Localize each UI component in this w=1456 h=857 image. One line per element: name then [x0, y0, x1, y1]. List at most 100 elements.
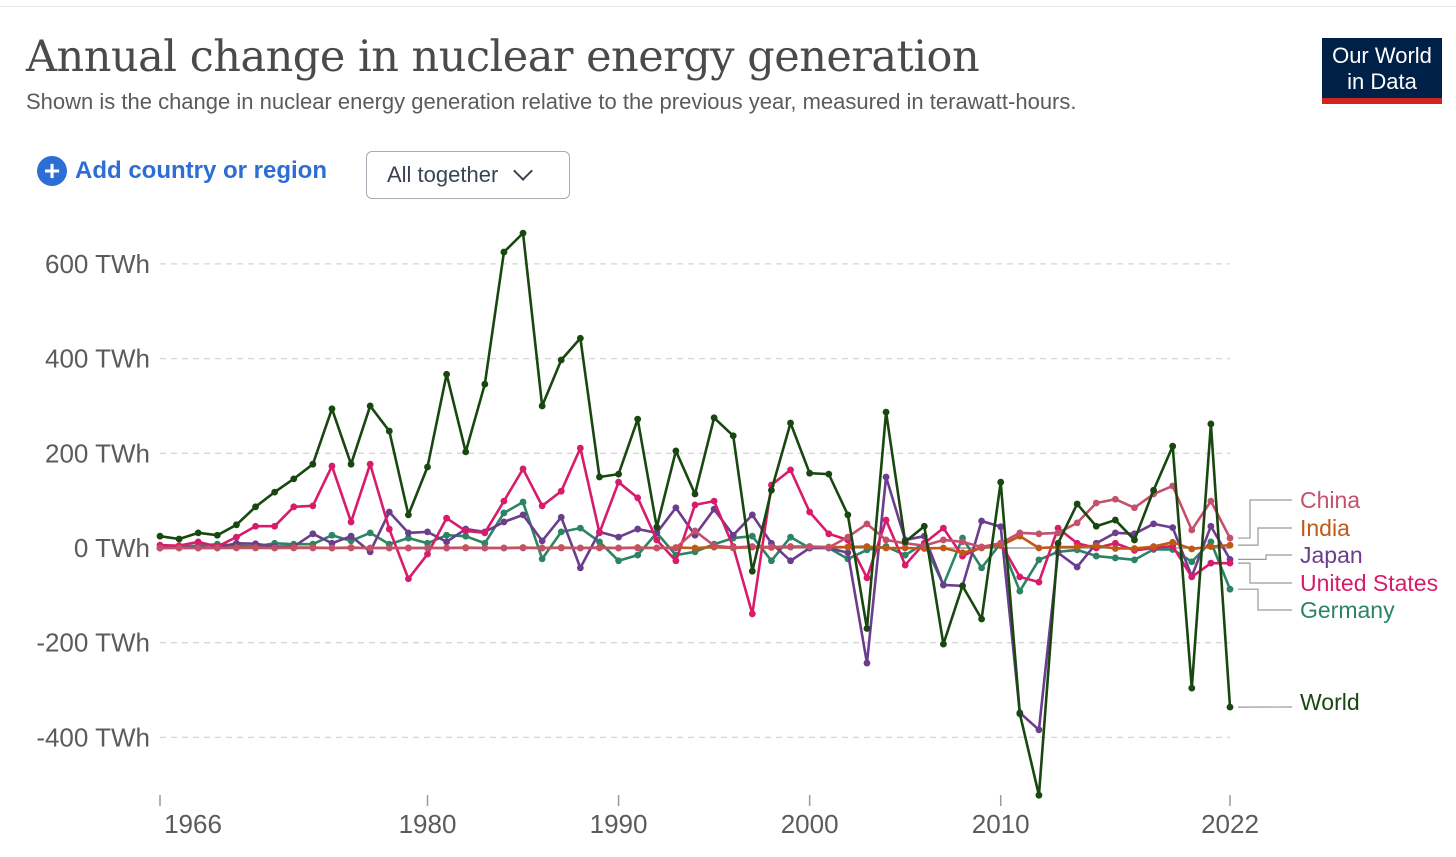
data-point: [156, 544, 164, 552]
data-point: [500, 544, 508, 552]
data-point: [901, 544, 909, 552]
data-point: [481, 529, 489, 537]
data-point: [748, 567, 756, 575]
data-point: [1207, 559, 1215, 567]
y-tick-label: 600 TWh: [45, 249, 150, 279]
data-point: [863, 625, 871, 632]
data-point: [596, 473, 603, 481]
series-united-states: [156, 444, 1234, 618]
data-point: [806, 543, 814, 550]
data-point: [443, 538, 451, 546]
data-point: [252, 503, 259, 511]
x-tick-label: 1980: [399, 809, 457, 839]
dropdown-value: All together: [387, 162, 499, 187]
data-point: [1188, 684, 1196, 692]
data-point: [328, 539, 336, 547]
data-point: [366, 529, 374, 537]
logo-line-1: Our World: [1332, 43, 1432, 68]
data-point: [787, 543, 794, 550]
data-point: [424, 550, 431, 558]
data-point: [672, 504, 680, 512]
data-point: [1073, 563, 1081, 571]
data-point: [1150, 543, 1157, 550]
data-point: [1016, 529, 1024, 537]
data-point: [462, 532, 470, 540]
data-point: [615, 478, 622, 486]
x-tick-label: 2010: [972, 809, 1030, 839]
data-point: [634, 494, 642, 502]
data-point: [997, 539, 1005, 547]
data-point: [1035, 530, 1043, 538]
data-point: [653, 523, 661, 531]
data-point: [481, 544, 489, 552]
data-point: [576, 524, 584, 532]
data-point: [1131, 556, 1138, 564]
data-point: [863, 574, 871, 582]
data-point: [1131, 545, 1138, 552]
data-point: [882, 544, 890, 552]
data-point: [1226, 585, 1234, 593]
data-point: [233, 521, 240, 529]
data-point: [672, 544, 680, 552]
add-country-label: Add country or region: [75, 157, 327, 184]
data-point: [462, 527, 470, 535]
data-point: [959, 582, 966, 590]
data-point: [538, 537, 546, 545]
add-country-button[interactable]: + Add country or region: [37, 156, 327, 186]
data-point: [1131, 504, 1138, 512]
data-point: [1111, 529, 1119, 537]
data-point: [672, 447, 680, 455]
data-point: [1226, 703, 1234, 711]
data-point: [233, 533, 240, 541]
data-point: [939, 581, 947, 589]
data-point: [748, 543, 756, 550]
data-point: [194, 544, 202, 552]
data-point: [844, 511, 852, 519]
data-point: [1054, 529, 1062, 537]
data-point: [557, 513, 565, 521]
data-point: [213, 544, 221, 552]
data-point: [844, 549, 852, 557]
data-point: [748, 610, 756, 618]
data-point: [309, 502, 317, 510]
data-point: [424, 463, 431, 471]
data-point: [347, 544, 355, 552]
data-point: [806, 469, 814, 477]
facet-dropdown[interactable]: All together: [366, 151, 570, 199]
legend-connector: [1238, 527, 1292, 546]
x-tick-label: 2000: [781, 809, 839, 839]
data-point: [634, 415, 642, 423]
data-point: [385, 508, 393, 516]
data-point: [729, 531, 737, 539]
data-point: [615, 470, 622, 478]
legend-label: China: [1300, 487, 1360, 513]
data-point: [1054, 524, 1062, 532]
data-point: [290, 503, 298, 511]
data-point: [1111, 545, 1119, 552]
data-point: [1169, 538, 1177, 546]
data-point: [1016, 710, 1024, 718]
data-point: [156, 532, 164, 540]
data-point: [194, 538, 202, 546]
data-point: [328, 544, 336, 552]
data-point: [1188, 573, 1196, 581]
data-point: [653, 544, 661, 552]
data-point: [1226, 541, 1234, 549]
data-point: [997, 478, 1005, 486]
y-tick-label: 0 TWh: [74, 533, 150, 563]
data-point: [500, 248, 508, 256]
data-point: [863, 659, 871, 667]
data-point: [1207, 543, 1215, 550]
data-point: [1035, 791, 1043, 799]
data-point: [939, 544, 947, 552]
owid-logo[interactable]: Our World in Data: [1322, 38, 1442, 104]
data-point: [653, 536, 661, 544]
data-point: [691, 544, 699, 552]
data-point: [175, 544, 183, 552]
data-point: [939, 524, 947, 532]
data-point: [481, 380, 489, 388]
data-point: [1035, 726, 1043, 734]
data-point: [1073, 500, 1081, 508]
data-point: [1111, 554, 1119, 562]
data-point: [1092, 542, 1100, 550]
